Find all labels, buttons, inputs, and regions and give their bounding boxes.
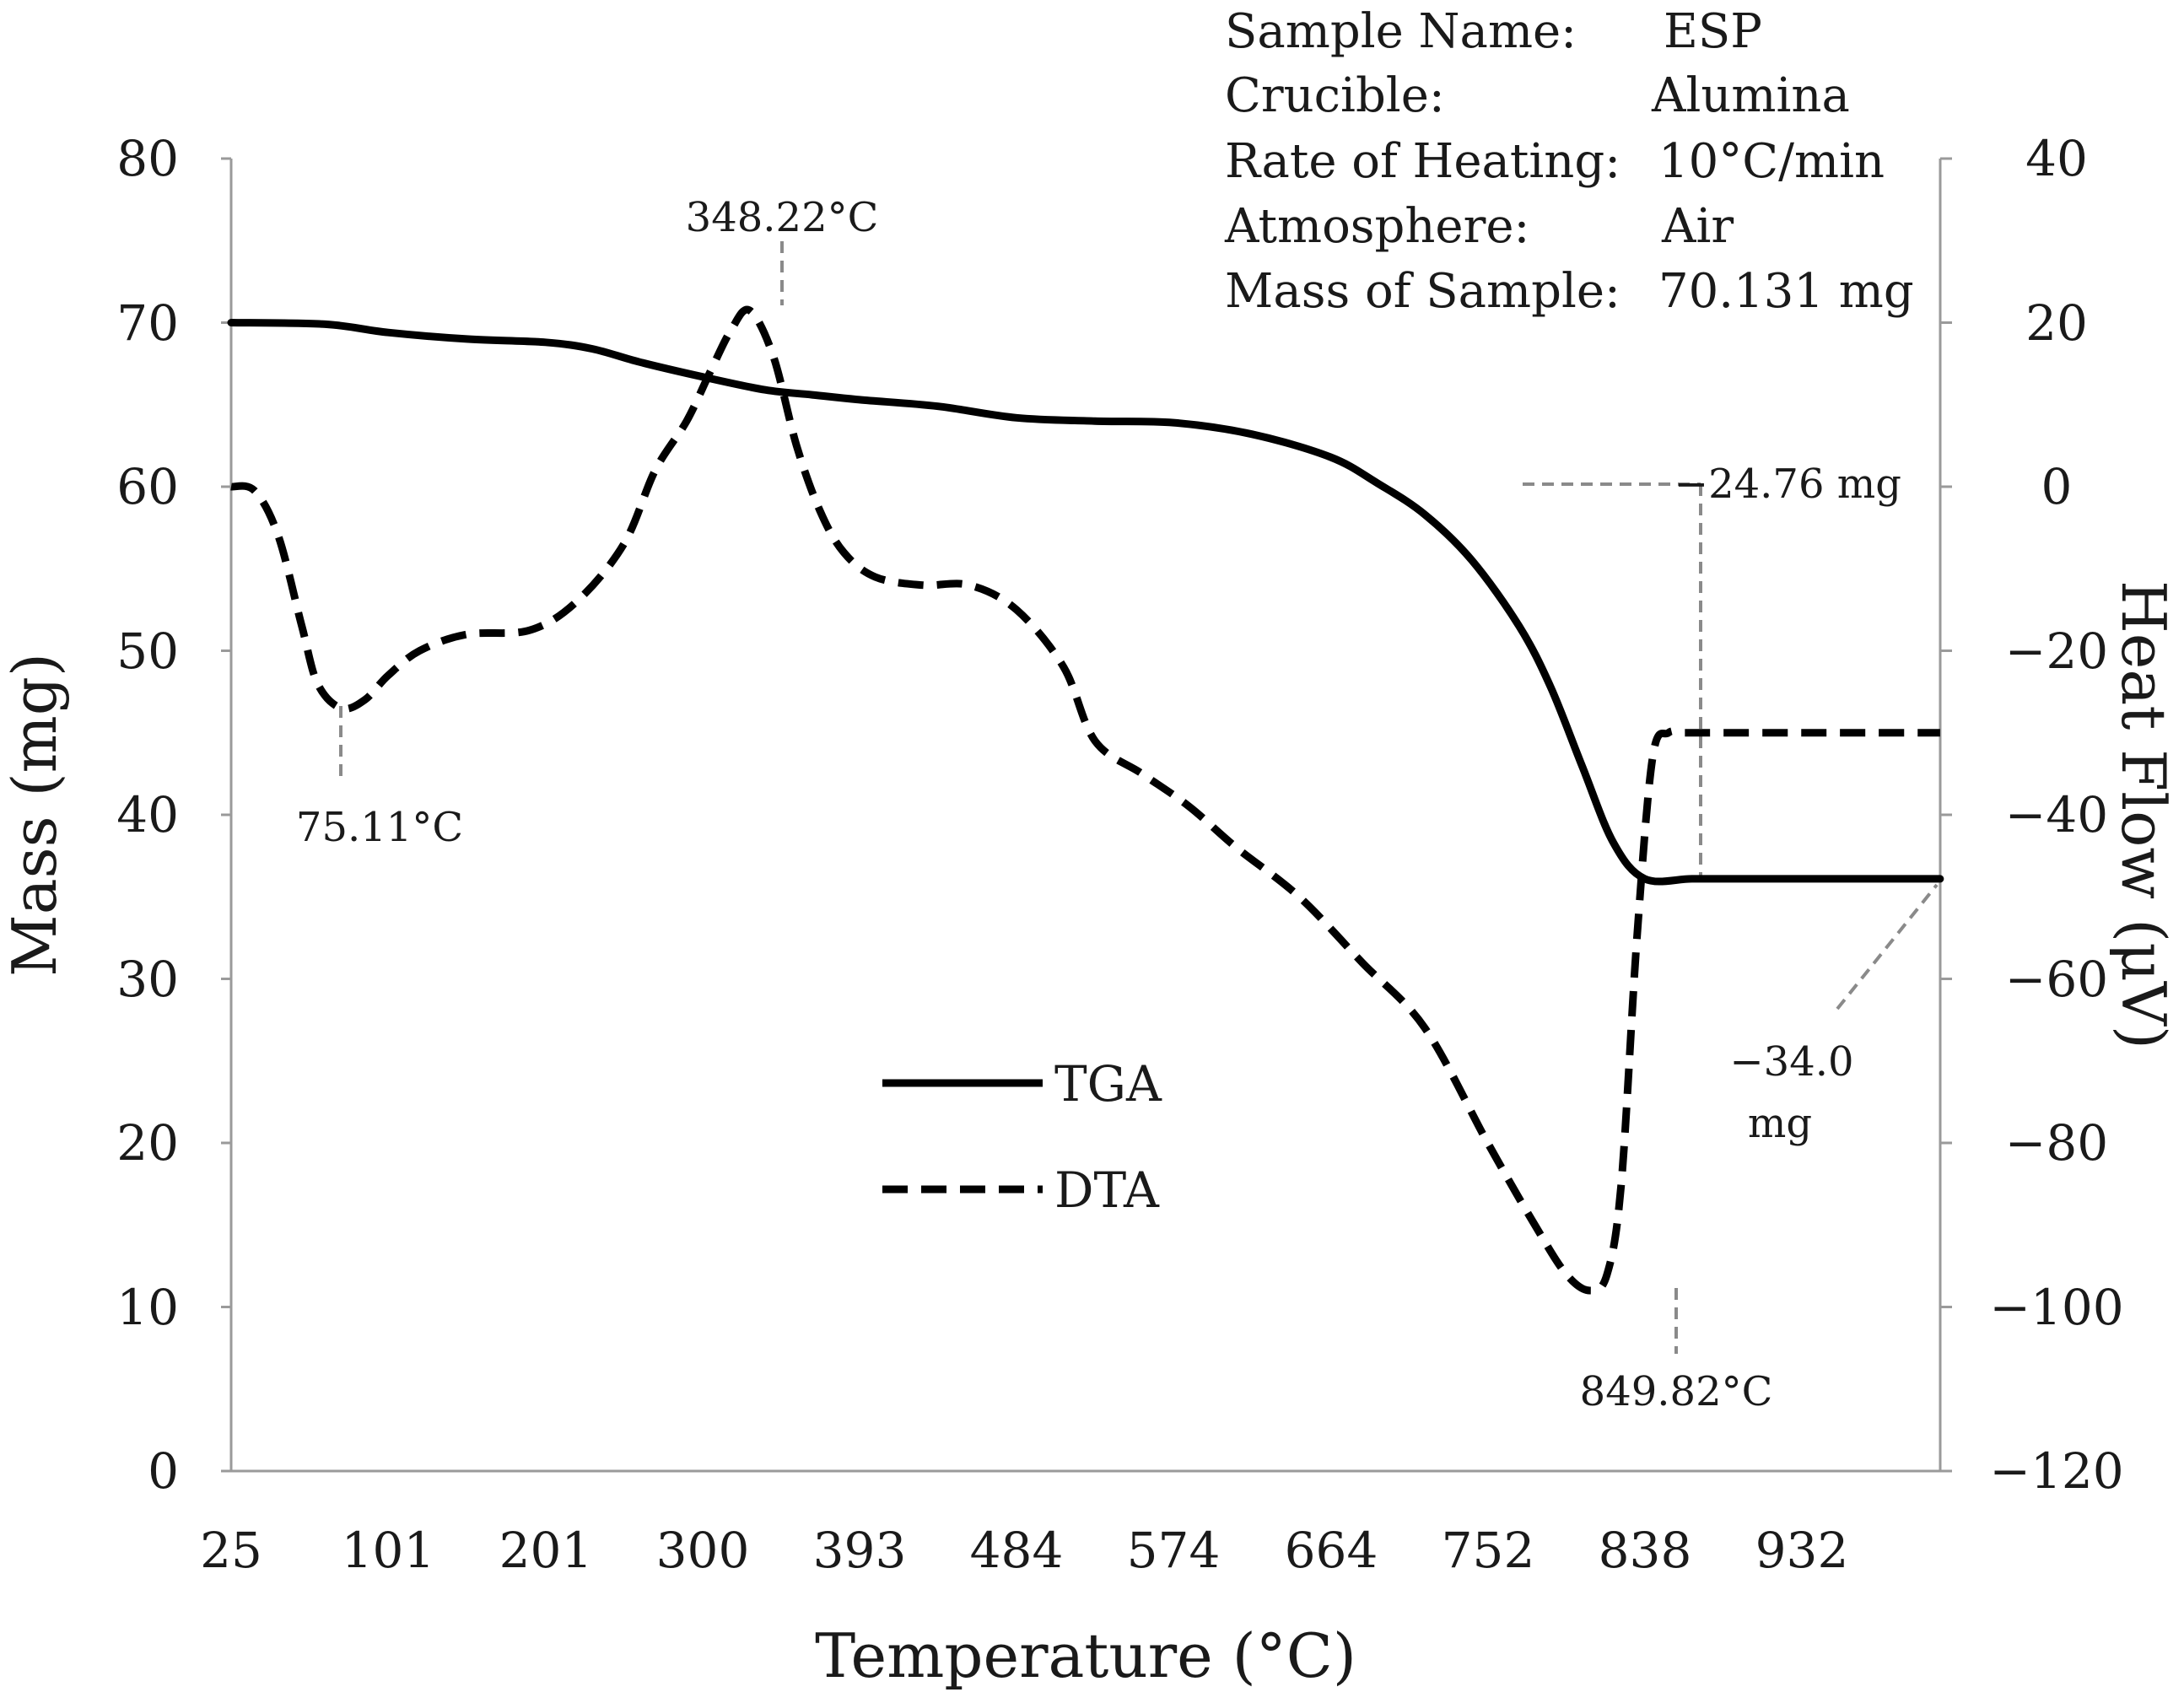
y-axis-title: Mass (mg) xyxy=(0,653,70,977)
right-tick-marks xyxy=(1940,157,1952,1473)
y2-tick-label: −60 xyxy=(2005,951,2108,1008)
info-value: ESP xyxy=(1664,4,1762,59)
y2-tick-label: 40 xyxy=(2025,130,2088,187)
x-tick-label: 201 xyxy=(499,1522,593,1579)
mass-loss-34-guide xyxy=(1836,883,1939,1010)
info-value: Alumina xyxy=(1651,68,1850,123)
y-tick-label: 50 xyxy=(116,622,179,680)
annotation-dip-849: 849.82°C xyxy=(1580,1368,1773,1415)
x-tick-label: 574 xyxy=(1127,1522,1221,1579)
x-axis-title: Temperature (°C) xyxy=(815,1620,1356,1691)
legend-tga-label: TGA xyxy=(1054,1055,1162,1113)
sample-info: Sample Name: ESP Crucible: Alumina Rate … xyxy=(1224,4,1914,319)
legend: TGA DTA xyxy=(882,1055,1162,1219)
dta-series-line xyxy=(230,305,1940,1295)
y-tick-label: 60 xyxy=(116,458,179,515)
annotation-peak-348: 348.22°C xyxy=(686,194,879,241)
x-tick-label: 484 xyxy=(970,1522,1064,1579)
annotation-dip-75: 75.11°C xyxy=(296,804,463,851)
annotation-guides xyxy=(339,241,1939,1354)
x-tick-label: 101 xyxy=(342,1522,435,1579)
left-tick-marks xyxy=(221,157,231,1473)
tga-series-line xyxy=(227,319,1944,886)
y-tick-label: 40 xyxy=(116,786,179,843)
x-tick-label: 838 xyxy=(1599,1522,1692,1579)
y2-tick-label: −120 xyxy=(1989,1442,2123,1500)
x-tick-label: 25 xyxy=(200,1522,262,1579)
info-label: Sample Name: xyxy=(1225,4,1577,59)
annotation-mass-loss-24: −24.76 mg xyxy=(1674,461,1901,508)
x-tick-label: 300 xyxy=(656,1522,750,1579)
y-tick-label: 30 xyxy=(116,951,179,1008)
y2-tick-label: 20 xyxy=(2025,294,2088,352)
info-label: Atmosphere: xyxy=(1224,199,1529,254)
y2-tick-label: −20 xyxy=(2005,622,2108,680)
info-value: Air xyxy=(1661,199,1734,254)
y2-tick-label: −40 xyxy=(2005,786,2108,843)
y2-axis-title: Heat Flow (μV) xyxy=(2108,580,2179,1049)
annotation-mass-loss-34-line2: mg xyxy=(1748,1100,1812,1147)
y-tick-label: 10 xyxy=(116,1279,179,1336)
info-value: 10°C/min xyxy=(1658,134,1885,189)
y2-tick-label: −100 xyxy=(1989,1279,2123,1336)
x-tick-label: 393 xyxy=(813,1522,907,1579)
right-y-tick-labels: −120 −100 −80 −60 −40 −20 0 20 40 xyxy=(1989,130,2123,1500)
y-tick-label: 20 xyxy=(116,1114,179,1172)
y-tick-label: 80 xyxy=(116,130,179,187)
info-label: Mass of Sample: xyxy=(1225,264,1620,319)
x-tick-label: 664 xyxy=(1285,1522,1378,1579)
annotation-mass-loss-34-line1: −34.0 xyxy=(1729,1038,1853,1086)
info-label: Crucible: xyxy=(1225,68,1445,123)
x-tick-label: 932 xyxy=(1755,1522,1849,1579)
annotations: 348.22°C 75.11°C 849.82°C −24.76 mg −34.… xyxy=(296,194,1901,1415)
info-value: 70.131 mg xyxy=(1658,264,1914,319)
info-label: Rate of Heating: xyxy=(1225,134,1620,189)
x-tick-labels: 25 101 201 300 393 484 574 664 752 838 9… xyxy=(200,1522,1848,1579)
legend-dta-label: DTA xyxy=(1054,1161,1160,1219)
left-y-tick-labels: 0 10 20 30 40 50 60 70 80 xyxy=(116,130,179,1500)
y2-tick-label: 0 xyxy=(2041,458,2073,515)
axes xyxy=(221,157,1952,1473)
x-tick-label: 752 xyxy=(1442,1522,1535,1579)
plot-area xyxy=(227,305,1944,1295)
y-tick-label: 70 xyxy=(116,294,179,352)
y-tick-label: 0 xyxy=(148,1442,179,1500)
y2-tick-label: −80 xyxy=(2005,1114,2108,1172)
